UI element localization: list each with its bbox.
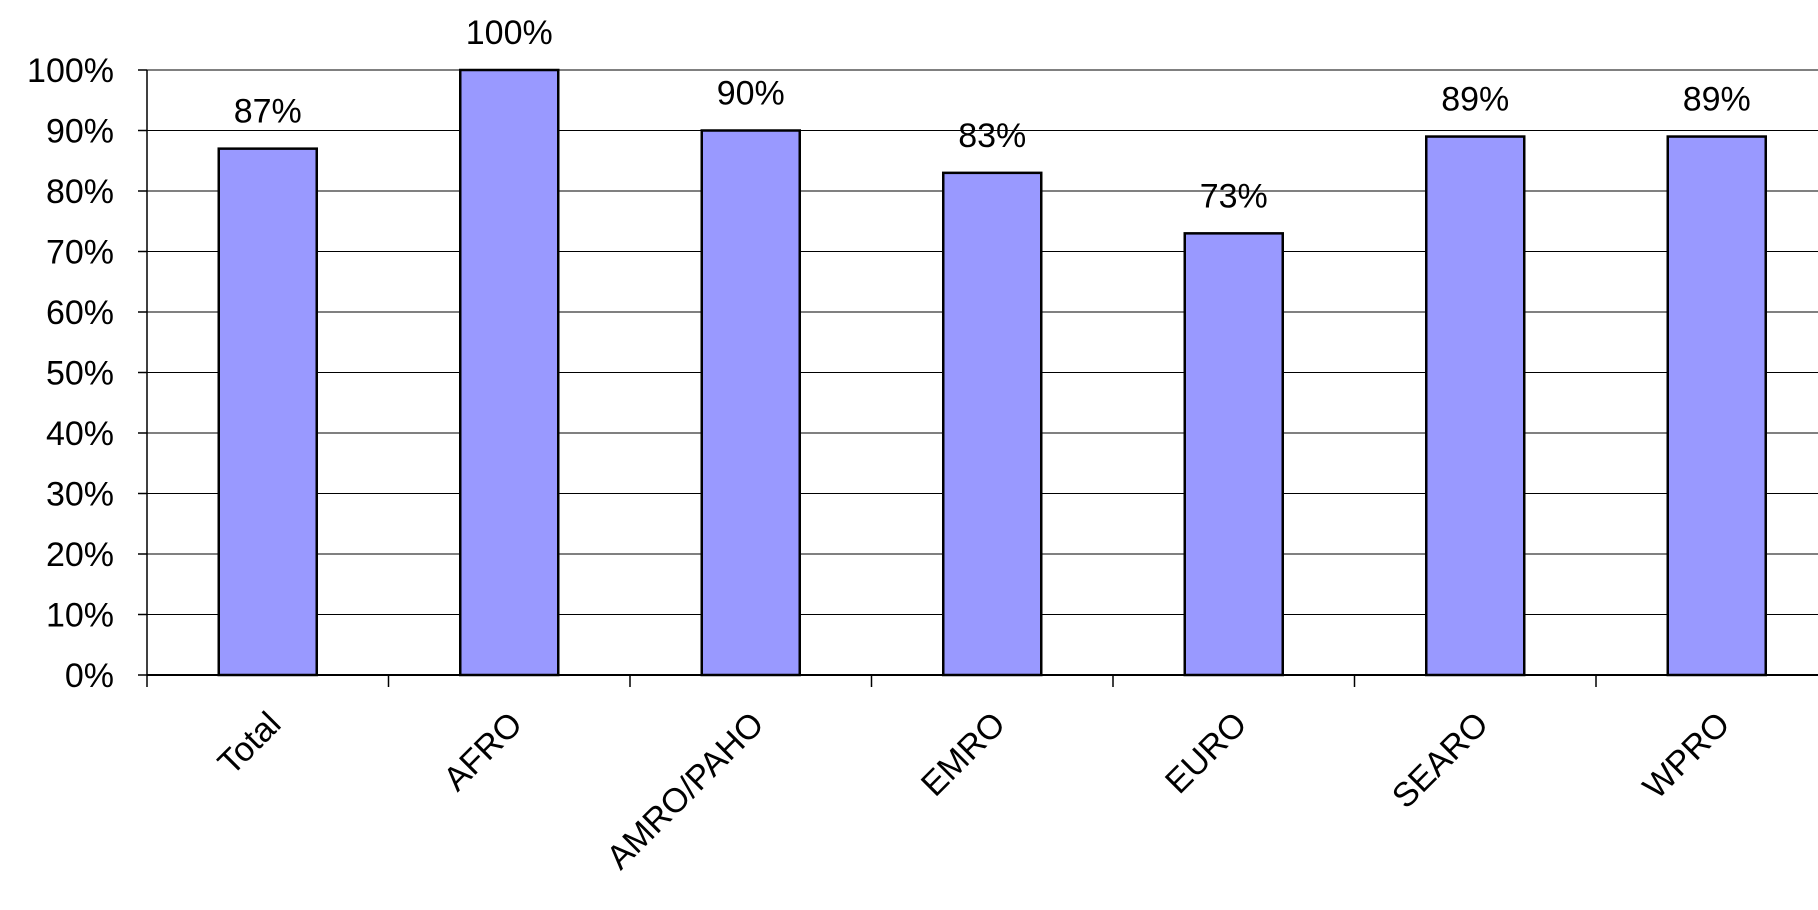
y-tick-label: 50%: [46, 355, 114, 393]
y-tick-label: 90%: [46, 113, 114, 151]
y-tick-label: 100%: [27, 52, 114, 90]
y-tick-label: 70%: [46, 234, 114, 272]
y-tick-label: 40%: [46, 415, 114, 453]
x-axis: Total AFRO AMRO/PAHO EMRO EURO SEARO WPRO: [146, 674, 1818, 877]
x-category-label: AFRO: [436, 705, 530, 799]
bar: [1183, 232, 1284, 677]
y-tick-label: 30%: [46, 476, 114, 514]
x-category-label: EURO: [1158, 705, 1254, 801]
x-category-label: SEARO: [1385, 705, 1496, 816]
data-label: 90%: [717, 75, 785, 113]
bars: [217, 68, 1767, 677]
bar: [1666, 135, 1767, 677]
y-tick-label: 80%: [46, 173, 114, 211]
x-category-label: EMRO: [914, 705, 1013, 804]
bar: [942, 171, 1043, 677]
data-label: 73%: [1200, 177, 1268, 215]
x-category-label: Total: [211, 705, 289, 783]
y-tick-label: 10%: [46, 597, 114, 635]
bar: [459, 68, 560, 677]
bar: [1425, 135, 1526, 677]
bar: [700, 129, 801, 677]
data-label: 100%: [466, 14, 553, 52]
y-tick-label: 20%: [46, 536, 114, 574]
data-label: 89%: [1683, 81, 1751, 119]
data-label: 89%: [1441, 81, 1509, 119]
x-category-label: WPRO: [1636, 705, 1738, 807]
x-category-label: AMRO/PAHO: [599, 705, 771, 877]
bar: [217, 147, 318, 677]
y-axis: 0% 10% 20% 30% 40% 50% 60% 70% 80% 90% 100%: [27, 52, 148, 695]
data-label: 87%: [234, 93, 302, 131]
y-tick-label: 60%: [46, 294, 114, 332]
y-tick-label: 0%: [65, 657, 114, 695]
data-label: 83%: [958, 117, 1026, 155]
data-labels: 87% 100% 90% 83% 73% 89% 89%: [234, 14, 1751, 215]
